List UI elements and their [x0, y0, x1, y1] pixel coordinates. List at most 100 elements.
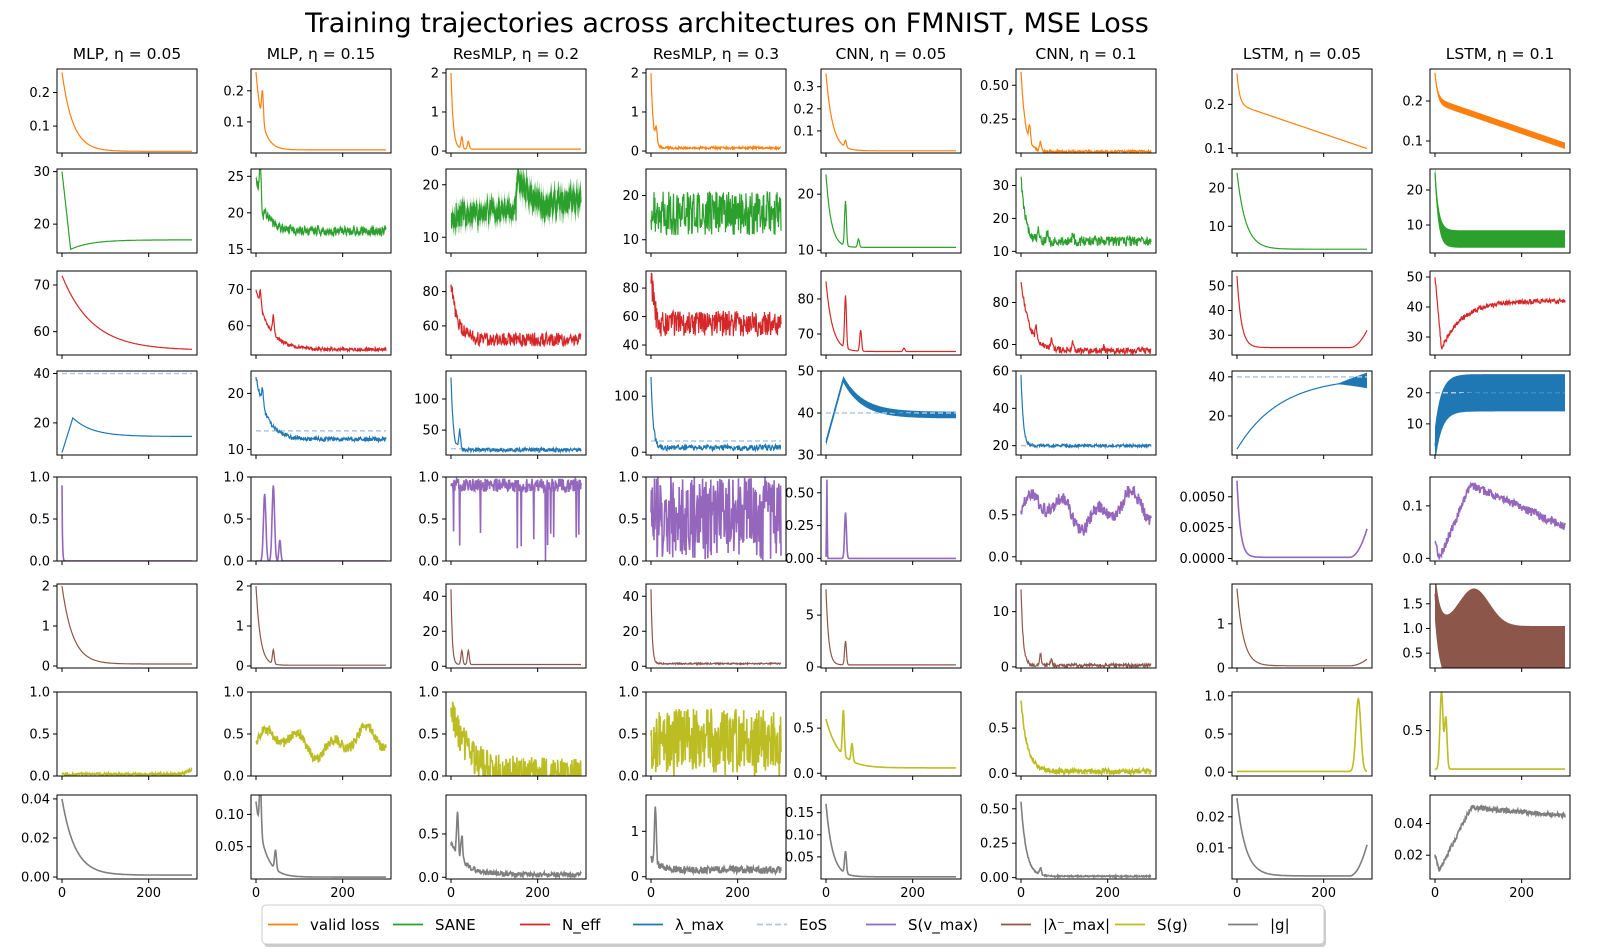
- x-tick-label: 0: [1017, 886, 1025, 901]
- panel-frame: [1015, 68, 1157, 154]
- panel: 0.00 0.02 0.04 0 200: [21, 792, 198, 901]
- y-tick-label: 10: [1406, 219, 1423, 234]
- series-band: [1435, 584, 1565, 668]
- panel-frame: [250, 270, 392, 356]
- x-tick-label: 0: [58, 886, 66, 901]
- series-line: [1020, 589, 1152, 668]
- series-line: [1236, 480, 1368, 559]
- panel-frame: [1015, 794, 1157, 880]
- y-tick-label: 30: [1406, 331, 1423, 346]
- y-tick-label: 0.02: [1394, 849, 1423, 864]
- y-tick-label: 0.1: [29, 120, 50, 135]
- panel: 0.1 0.2: [29, 68, 198, 157]
- panel: 01: [1217, 583, 1373, 677]
- panel-frame: [250, 168, 392, 254]
- y-tick-label: 1: [236, 620, 244, 635]
- panel-frame: [1429, 68, 1571, 154]
- y-tick-label: 40: [797, 407, 814, 422]
- y-tick-label: 20: [797, 188, 814, 203]
- y-tick-label: 0.5: [1402, 647, 1423, 662]
- y-tick-label: 0.05: [785, 850, 814, 865]
- y-tick-label: 30: [1208, 329, 1225, 344]
- y-tick-label: 1.0: [29, 471, 50, 486]
- panel-frame: [1015, 370, 1157, 456]
- panel-frame: [1429, 270, 1571, 356]
- panel: 0.1 0.2 0.3: [793, 68, 962, 157]
- panel-frame: [56, 168, 198, 254]
- legend-label: λ_max: [675, 916, 724, 935]
- panel-frame: [56, 68, 198, 154]
- panel: 0 20 40: [422, 583, 587, 675]
- panel-frame: [1231, 794, 1373, 880]
- panel: 0.0 0.5: [988, 476, 1157, 565]
- panel-frame: [1015, 476, 1157, 562]
- legend-item: valid loss: [268, 916, 380, 934]
- panel-frame: [820, 68, 962, 154]
- panel-frame: [56, 583, 198, 669]
- y-tick-label: 1.0: [618, 686, 639, 701]
- y-tick-label: 50: [1208, 279, 1225, 294]
- series-line: [61, 171, 192, 251]
- series-line: [1434, 277, 1566, 350]
- legend-item: SANE: [393, 916, 476, 934]
- y-tick-label: 0.0: [418, 871, 439, 886]
- y-tick-label: 40: [1208, 304, 1225, 319]
- panel: 0.0 0.5 1.0: [618, 471, 787, 570]
- y-tick-label: 0.0: [223, 770, 244, 785]
- series-line: [1236, 73, 1368, 150]
- y-tick-label: 40: [422, 590, 439, 605]
- y-tick-label: 20: [33, 218, 50, 233]
- legend-label: EoS: [799, 916, 827, 934]
- series-line: [450, 701, 582, 776]
- series-line: [1020, 485, 1152, 536]
- y-tick-label: 0.02: [1196, 810, 1225, 825]
- panel: 0.0 0.5 1.0: [618, 686, 787, 785]
- y-tick-label: 40: [33, 367, 50, 382]
- y-tick-label: 0.5: [988, 722, 1009, 737]
- series-line: [61, 585, 192, 665]
- legend-item: EoS: [757, 916, 827, 934]
- y-tick-label: 80: [422, 285, 439, 300]
- panel-frame: [1429, 583, 1571, 669]
- y-tick-label: 70: [33, 279, 50, 294]
- y-tick-label: 0.2: [1402, 95, 1423, 110]
- y-tick-label: 0.04: [1394, 817, 1423, 832]
- y-tick-label: 0: [236, 660, 244, 675]
- legend-label: valid loss: [310, 916, 380, 934]
- y-tick-label: 1: [42, 620, 50, 635]
- y-tick-label: 40: [1208, 370, 1225, 385]
- y-tick-label: 20: [1406, 386, 1423, 401]
- series-line: [650, 708, 782, 776]
- y-tick-label: 2: [431, 66, 439, 81]
- y-tick-label: 0.1: [793, 124, 814, 139]
- y-tick-label: 1.0: [618, 471, 639, 486]
- series-line: [255, 721, 387, 764]
- panel-frame: [445, 270, 587, 356]
- panel-frame: [1015, 583, 1157, 669]
- series-line: [450, 72, 581, 150]
- legend-label: SANE: [435, 916, 476, 934]
- column-title: CNN, η = 0.05: [835, 45, 946, 63]
- y-tick-label: 0: [631, 145, 639, 160]
- panel-frame: [1231, 68, 1373, 154]
- series-line: [255, 169, 387, 238]
- y-tick-label: 1: [431, 105, 439, 120]
- y-tick-label: 1.0: [29, 686, 50, 701]
- x-tick-label: 0: [822, 886, 830, 901]
- y-tick-label: 20: [622, 625, 639, 640]
- series-line: [1237, 696, 1368, 773]
- y-tick-label: 20: [227, 206, 244, 221]
- y-tick-label: 1.0: [418, 686, 439, 701]
- y-tick-label: 1.0: [223, 471, 244, 486]
- y-tick-label: 5: [806, 609, 814, 624]
- series-line: [1020, 700, 1152, 776]
- panel: 0.0 0.5 1.0: [418, 471, 587, 570]
- panel-frame: [445, 370, 587, 456]
- y-tick-label: 0.2: [793, 102, 814, 117]
- y-tick-label: 0.0: [988, 550, 1009, 565]
- x-tick-label: 0: [252, 886, 260, 901]
- series-line: [650, 589, 782, 667]
- panel-frame: [645, 270, 787, 356]
